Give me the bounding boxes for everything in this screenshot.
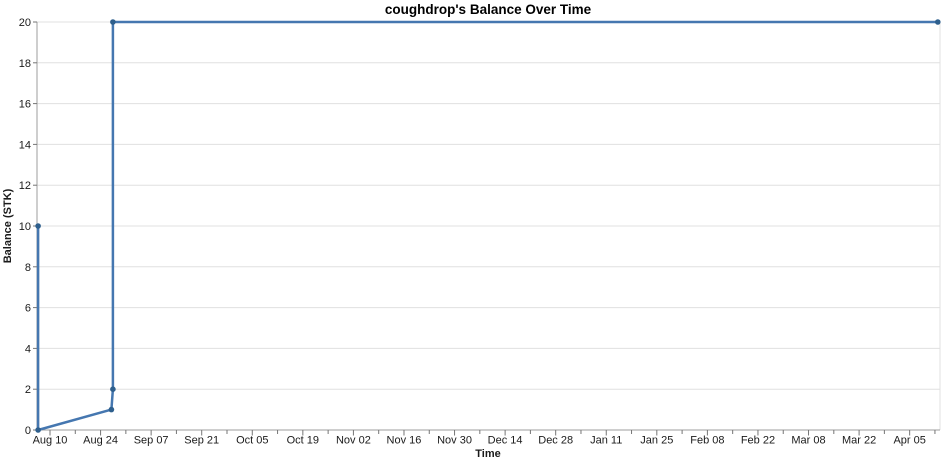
x-tick-label: Jan 11 — [590, 435, 622, 447]
x-tick-label: Jan 25 — [640, 435, 673, 447]
data-point-marker — [108, 406, 115, 413]
y-axis-title: Balance (STK) — [2, 188, 14, 263]
x-tick-label: Feb 22 — [741, 435, 775, 447]
x-axis-title: Time — [475, 448, 500, 460]
data-point-marker — [110, 386, 116, 393]
y-tick-label: 20 — [19, 17, 31, 29]
chart-plot-area: 0 2 4 6 8 10 12 14 16 18 20 Aug 10 Aug 24 Sep 07 Sep 2… — [19, 17, 941, 447]
chart-title: coughdrop's Balance Over Time — [385, 2, 592, 17]
data-point-marker — [110, 19, 116, 25]
y-tick-label: 16 — [19, 99, 31, 111]
x-tick-label: Sep 21 — [184, 435, 219, 447]
x-tick-label: Dec 14 — [488, 435, 523, 447]
x-tick-label: Apr 05 — [893, 435, 925, 447]
data-point-marker — [935, 19, 941, 25]
y-tick-label: 8 — [25, 262, 31, 274]
y-tick-label: 6 — [25, 303, 31, 315]
x-tick-label: Sep 07 — [134, 435, 169, 447]
y-tick-label: 18 — [19, 58, 31, 70]
y-tick-label: 2 — [25, 384, 31, 396]
balance-series-line — [36, 20, 940, 432]
data-point-marker — [35, 427, 41, 433]
y-tick-label: 0 — [25, 425, 31, 437]
x-tick-label: Feb 08 — [690, 435, 724, 447]
x-tick-label: Mar 08 — [791, 435, 825, 447]
x-tick-label: Oct 05 — [236, 435, 268, 447]
x-tick-label: Nov 16 — [387, 435, 422, 447]
y-tick-label: 10 — [19, 221, 31, 233]
x-tick-label: Nov 30 — [437, 435, 472, 447]
y-tick-label: 4 — [25, 343, 31, 355]
data-point-marker — [35, 223, 41, 229]
y-tick-label: 14 — [19, 139, 31, 151]
x-tick-label: Aug 24 — [83, 435, 118, 447]
x-tick-label: Mar 22 — [842, 435, 876, 447]
x-tick-label: Aug 10 — [33, 435, 68, 447]
y-tick-label: 12 — [19, 180, 31, 192]
x-tick-label: Oct 19 — [287, 435, 319, 447]
x-tick-label: Dec 28 — [538, 435, 573, 447]
x-tick-label: Nov 02 — [336, 435, 371, 447]
